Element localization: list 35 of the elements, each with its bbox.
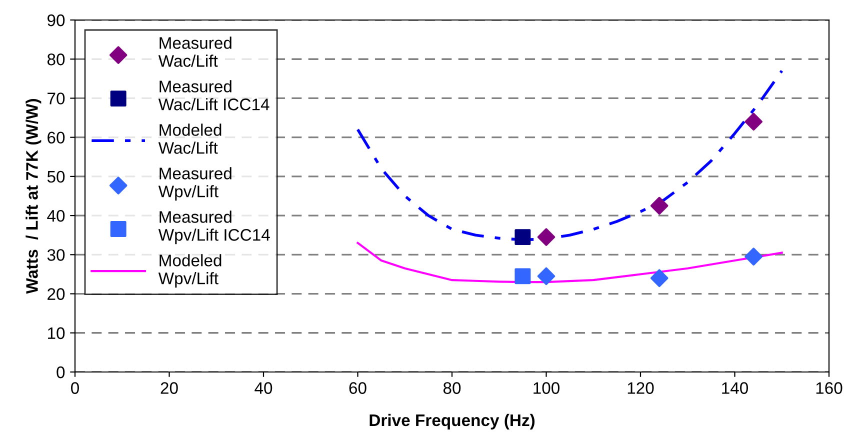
- x-tick-label: 140: [722, 382, 748, 394]
- x-tick-label: 100: [534, 382, 560, 394]
- y-tick-label: 20: [48, 288, 65, 300]
- point: [744, 248, 762, 266]
- legend-label: Measured Wac/Lift ICC14: [158, 80, 270, 110]
- y-tick-label: 40: [47, 210, 65, 222]
- point: [537, 228, 556, 246]
- point: [744, 112, 762, 131]
- x-tick-label: 0: [71, 382, 79, 394]
- y-tick-label: 80: [47, 54, 65, 66]
- x-tick-label: 160: [816, 382, 842, 394]
- legend-label: Measured Wac/Lift: [158, 36, 232, 67]
- point: [514, 268, 531, 284]
- x-tick-label: 20: [160, 382, 178, 394]
- legend-label: Measured Wpv/Lift: [158, 167, 232, 201]
- point: [514, 229, 531, 246]
- point: [537, 267, 556, 286]
- point: [650, 196, 668, 215]
- y-tick-label: 30: [47, 249, 65, 261]
- legend-label: Modeled Wpv/Lift: [158, 254, 222, 288]
- y-tick-label: 60: [48, 132, 65, 144]
- y-tick-label: 70: [48, 92, 65, 104]
- y-tick-label: 10: [48, 327, 65, 340]
- y-tick-label: 0: [56, 366, 65, 378]
- legend-label: Modeled Wac/Lift: [158, 124, 222, 154]
- y-tick-label: 50: [47, 170, 65, 183]
- y-axis-title: Watts / Lift at 77K (W/W): [26, 98, 42, 294]
- x-tick-label: 120: [628, 382, 654, 394]
- x-tick-label: 60: [349, 382, 366, 394]
- x-tick-label: 80: [443, 382, 461, 394]
- x-tick-label: 40: [254, 382, 272, 394]
- point: [650, 269, 668, 288]
- x-axis-title: Drive Frequency (Hz): [370, 414, 535, 430]
- legend-label: Measured Wpv/Lift ICC14: [158, 210, 270, 244]
- y-tick-label: 90: [48, 14, 65, 26]
